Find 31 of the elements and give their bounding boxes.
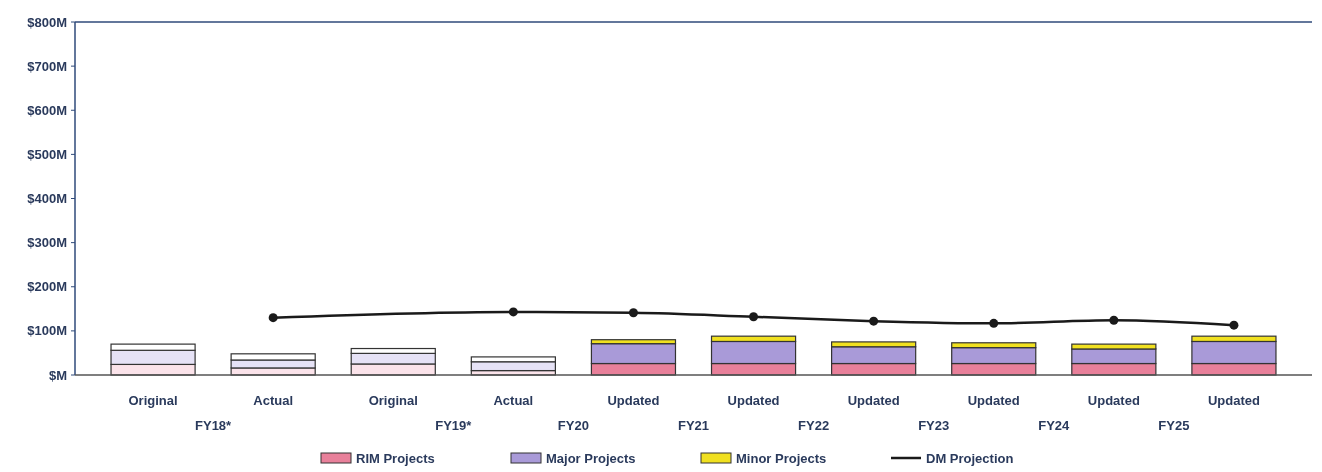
legend-label: RIM Projects [356, 450, 435, 466]
x-tick-label: Original [368, 393, 418, 408]
legend-label: Minor Projects [736, 450, 827, 466]
y-tick-label: $300M [27, 235, 67, 251]
y-tick-label: $400M [27, 191, 67, 207]
text: FY22 [798, 418, 830, 433]
y-tick-label: $200M [27, 279, 67, 295]
y-tick-label: $800M [27, 14, 67, 30]
y-tick-label: $600M [27, 102, 67, 118]
legend-label: DM Projection [926, 450, 1014, 466]
x-tick-label: Original [128, 393, 178, 408]
y-tick-label: $100M [27, 323, 67, 339]
text: FY23 [918, 418, 950, 433]
y-tick-label: $700M [27, 58, 67, 74]
x-tick-label: Actual [253, 393, 294, 408]
y-tick-label: $M [48, 367, 67, 383]
text: FY24 [1038, 418, 1071, 433]
x-tick-label: Updated [847, 393, 900, 408]
text: FY21 [677, 418, 710, 433]
y-tick-label: $500M [27, 146, 67, 162]
text: FY25 [1158, 418, 1190, 433]
x-tick-label: Updated [607, 393, 660, 408]
text: FY19* [435, 418, 473, 433]
legend-label: Major Projects [546, 450, 636, 466]
x-tick-label: Actual [493, 393, 534, 408]
text: FY20 [557, 418, 589, 433]
text: FY18* [195, 418, 233, 433]
x-tick-label: Updated [967, 393, 1020, 408]
x-tick-label: Updated [1207, 393, 1260, 408]
x-tick-label: Updated [1087, 393, 1140, 408]
x-tick-label: Updated [727, 393, 780, 408]
